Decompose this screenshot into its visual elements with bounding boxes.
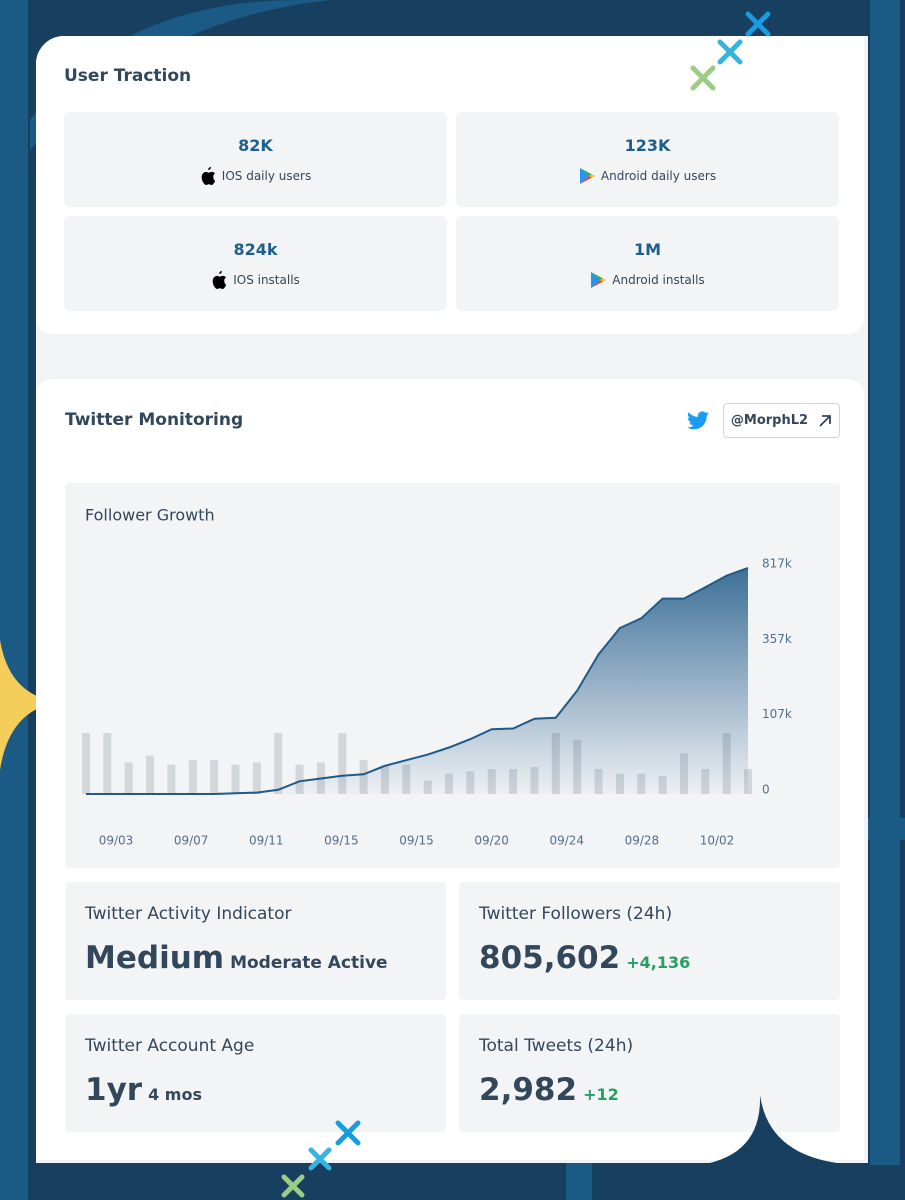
stat-sub: Moderate Active	[230, 953, 388, 973]
x-tick-label: 09/11	[249, 834, 284, 848]
cross-decor	[690, 11, 771, 91]
stat-label: Twitter Followers (24h)	[479, 904, 673, 924]
stat-main: 1yr	[85, 1072, 143, 1108]
section-title: User Traction	[64, 66, 192, 86]
bar	[295, 764, 304, 794]
stat-tile: 82K IOS daily users	[64, 112, 447, 207]
y-tick-label: 817k	[762, 557, 792, 571]
apple-icon	[212, 271, 227, 289]
stat-tile: 824k IOS installs	[64, 216, 447, 311]
tile-label: Android installs	[612, 273, 705, 287]
bar	[103, 732, 112, 794]
x-tick-label: 09/03	[99, 834, 134, 848]
stat-main: 805,602	[479, 940, 621, 976]
section-title: Twitter Monitoring	[65, 410, 244, 430]
stat-tile: 1M Android installs	[456, 216, 839, 311]
bar	[338, 732, 347, 794]
x-tick-label: 09/20	[474, 834, 509, 848]
stat-label: Total Tweets (24h)	[479, 1036, 634, 1056]
stat-sub: +4,136	[626, 953, 691, 972]
stat-sub: +12	[583, 1085, 619, 1104]
tile-value: 824k	[233, 240, 278, 259]
bar	[231, 764, 240, 794]
bar	[210, 760, 219, 794]
x-tick-label: 10/02	[700, 834, 735, 848]
y-tick-label: 357k	[762, 632, 792, 646]
bar	[82, 732, 90, 794]
play-icon	[591, 272, 607, 288]
play-icon	[579, 168, 595, 184]
stat-card: Twitter Account Age 1yr 4 mos	[65, 1014, 446, 1132]
tile-value: 82K	[238, 136, 273, 155]
stat-card: Twitter Activity Indicator Medium Moderat…	[65, 882, 446, 1000]
stat-main: Medium	[85, 940, 225, 976]
stat-label: Twitter Activity Indicator	[85, 904, 292, 924]
cross-decor	[281, 1120, 361, 1198]
bar	[274, 732, 283, 794]
handle-text: @MorphL2	[730, 413, 809, 428]
y-tick-label: 107k	[762, 707, 792, 721]
x-tick-label: 09/15	[399, 834, 434, 848]
stat-value: 1yr 4 mos	[85, 1072, 202, 1108]
handle-button[interactable]: @MorphL2	[723, 403, 840, 438]
bar	[167, 764, 176, 794]
chart-title: Follower Growth	[85, 506, 215, 525]
x-tick-label: 09/07	[174, 834, 209, 848]
bar	[146, 755, 155, 794]
bar	[252, 762, 261, 794]
apple-icon	[201, 167, 215, 185]
area	[86, 568, 748, 794]
y-tick-label: 0	[762, 783, 770, 797]
follower-growth-chart: Follower Growth 0 107k 357k 817k 09/03 09/07 0…	[82, 506, 792, 848]
x-tick-label: 09/15	[324, 834, 359, 848]
stat-card: Twitter Followers (24h) 805,602 +4,136	[459, 882, 840, 1000]
stat-value: Medium Moderate Active	[85, 940, 388, 976]
stat-main: 2,982	[479, 1072, 578, 1108]
tile-label: Android daily users	[600, 169, 717, 183]
stat-sub: 4 mos	[148, 1085, 202, 1104]
tile-label: IOS daily users	[221, 169, 312, 183]
line	[86, 567, 749, 795]
corner-decor	[700, 1095, 905, 1200]
stat-card: Total Tweets (24h) 2,982 +12	[459, 1014, 840, 1132]
stat-value: 2,982 +12	[479, 1072, 619, 1108]
x-tick-label: 09/28	[625, 834, 660, 848]
external-link-icon	[819, 414, 831, 427]
stat-label: Twitter Account Age	[85, 1036, 255, 1056]
stat-tile: 123K Android daily users	[456, 112, 839, 207]
tile-value: 123K	[624, 136, 671, 155]
stat-value: 805,602 +4,136	[479, 940, 690, 976]
twitter-icon	[687, 411, 709, 430]
tile-value: 1M	[633, 240, 662, 259]
bar	[188, 760, 197, 794]
x-tick-label: 09/24	[549, 834, 584, 848]
bar	[124, 762, 133, 794]
tile-label: IOS installs	[233, 273, 300, 287]
